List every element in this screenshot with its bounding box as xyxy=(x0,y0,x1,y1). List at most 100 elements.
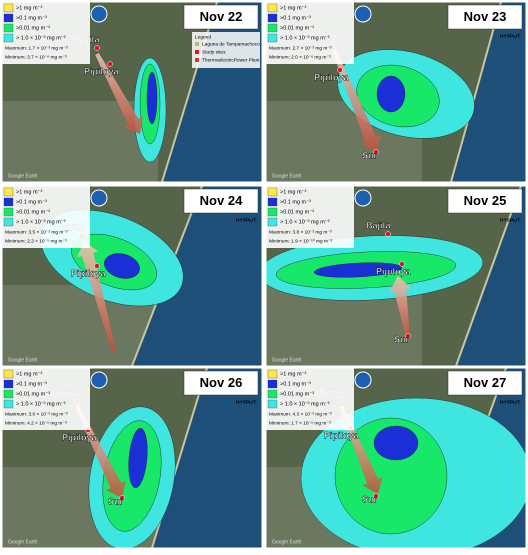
watermark: Google Earth xyxy=(8,357,38,363)
noaa-logo xyxy=(354,371,372,389)
legend-swatch xyxy=(267,23,278,33)
model-logo: HYSPLIT xyxy=(500,399,520,405)
study-site xyxy=(405,333,411,339)
study-site xyxy=(373,493,379,499)
study-site xyxy=(94,263,100,269)
legend-swatch xyxy=(267,369,278,379)
legend-swatch xyxy=(267,33,278,43)
legend-label: >1 mg m⁻³ xyxy=(16,5,42,11)
date: Nov 22 xyxy=(200,9,243,24)
legend-label: >0.1 mg m⁻³ xyxy=(280,381,311,387)
watermark: Google Earth xyxy=(8,539,38,545)
minimum: Minimum: 4.2 × 10⁻⁶ mg m⁻³ xyxy=(5,420,67,426)
legend-label: > 1.0 × 10⁻³ mg m⁻³ xyxy=(280,401,330,407)
minimum: Minimum: 1.7 × 10⁻⁶ mg m⁻³ xyxy=(269,420,331,426)
legend-swatch xyxy=(267,379,278,389)
panel-border xyxy=(265,367,527,549)
legend-box xyxy=(2,368,90,430)
maximum: Maximum: 3.8 × 10⁻² mg m⁻³ xyxy=(269,229,332,235)
map-legend-item: Study sites xyxy=(202,49,226,55)
legend-label: > 1.0 × 10⁻³ mg m⁻³ xyxy=(16,219,66,225)
noaa-logo xyxy=(354,189,372,207)
date: Nov 23 xyxy=(464,9,507,24)
plume-contour xyxy=(334,417,448,535)
sea xyxy=(451,2,526,182)
legend-swatch xyxy=(3,13,14,23)
study-site xyxy=(119,495,125,501)
minimum: Minimum: 2.3 × 10⁻⁵ mg m⁻³ xyxy=(5,238,67,244)
site-label: Bajita xyxy=(366,220,392,230)
date-box xyxy=(183,4,259,30)
legend-swatch xyxy=(3,379,14,389)
legend-swatch xyxy=(3,369,14,379)
legend-swatch xyxy=(3,23,14,33)
study-site xyxy=(107,61,113,67)
sea xyxy=(456,186,526,366)
legend-swatch xyxy=(3,399,14,409)
study-site xyxy=(385,231,391,237)
plume-contour xyxy=(128,427,148,489)
map-legend-swatch xyxy=(195,58,199,62)
legend-label: >0.01 mg m⁻³ xyxy=(16,25,50,31)
legend-label: >0.01 mg m⁻³ xyxy=(280,209,314,215)
noaa-logo xyxy=(354,5,372,23)
legend-swatch xyxy=(3,389,14,399)
map-area: BajitaPipiloyaGoogle Earth>1 mg m⁻³>0.1 … xyxy=(2,2,262,182)
noaa-logo xyxy=(90,189,108,207)
legend-swatch xyxy=(267,207,278,217)
legend-label: >0.01 mg m⁻³ xyxy=(280,25,314,31)
legend-label: >0.1 mg m⁻³ xyxy=(280,15,311,21)
map-legend-item: Laguna de Tampamachoco xyxy=(202,41,260,47)
model-logo: HYSPLIT xyxy=(500,217,520,223)
site-label: Sur xyxy=(394,334,410,344)
watermark: Google Earth xyxy=(272,357,302,363)
legend-label: >1 mg m⁻³ xyxy=(280,5,306,11)
panel-border xyxy=(265,185,527,367)
study-site xyxy=(337,67,343,73)
panel-border xyxy=(1,185,263,367)
legend-box xyxy=(266,2,354,64)
date: Nov 27 xyxy=(464,375,507,390)
map-legend-title: Legend xyxy=(195,34,211,40)
legend-swatch xyxy=(267,197,278,207)
coast xyxy=(455,186,522,366)
model-logo: HYSPLIT xyxy=(236,217,256,223)
legend-label: >0.1 mg m⁻³ xyxy=(280,199,311,205)
minimum: Minimum: 3.7 × 10⁻⁸ mg m⁻³ xyxy=(5,54,67,60)
plume-contour xyxy=(146,71,158,125)
map-panel: BajitaPipiloyaGoogle Earth>1 mg m⁻³>0.1 … xyxy=(1,185,263,367)
maximum: Maximum: 2.7 × 10⁻² mg m⁻³ xyxy=(269,45,332,51)
legend-swatch xyxy=(3,217,14,227)
legend-swatch xyxy=(3,187,14,197)
site-label: Pipiloya xyxy=(71,268,107,278)
legend-swatch xyxy=(3,197,14,207)
legend-swatch xyxy=(3,207,14,217)
map-area: BajitaPipiloyaGoogle Earth>1 mg m⁻³>0.1 … xyxy=(2,186,262,366)
site-label: Sur xyxy=(362,494,378,504)
sea xyxy=(152,368,262,548)
minimum: Minimum: 2.0 × 10⁻⁶ mg m⁻³ xyxy=(269,54,331,60)
noaa-logo xyxy=(90,5,108,23)
legend-label: >0.01 mg m⁻³ xyxy=(280,391,314,397)
date: Nov 25 xyxy=(464,193,507,208)
study-site xyxy=(399,261,405,267)
site-label: Sur xyxy=(108,496,124,506)
legend-box xyxy=(2,186,90,248)
site-label: Sur xyxy=(362,150,378,160)
legend-label: > 1.0 × 10⁻³ mg m⁻³ xyxy=(280,219,330,225)
maximum: Maximum: 3.0 × 10⁻² mg m⁻³ xyxy=(5,411,68,417)
legend-label: >0.01 mg m⁻³ xyxy=(16,391,50,397)
legend-swatch xyxy=(3,3,14,13)
legend-swatch xyxy=(267,13,278,23)
map-panel: BajitaPipiloyaGoogle Earth>1 mg m⁻³>0.1 … xyxy=(1,1,263,183)
trajectory-arrow xyxy=(77,241,116,352)
date-box xyxy=(183,188,259,214)
legend-label: >1 mg m⁻³ xyxy=(280,189,306,195)
legend-label: >0.1 mg m⁻³ xyxy=(16,381,47,387)
